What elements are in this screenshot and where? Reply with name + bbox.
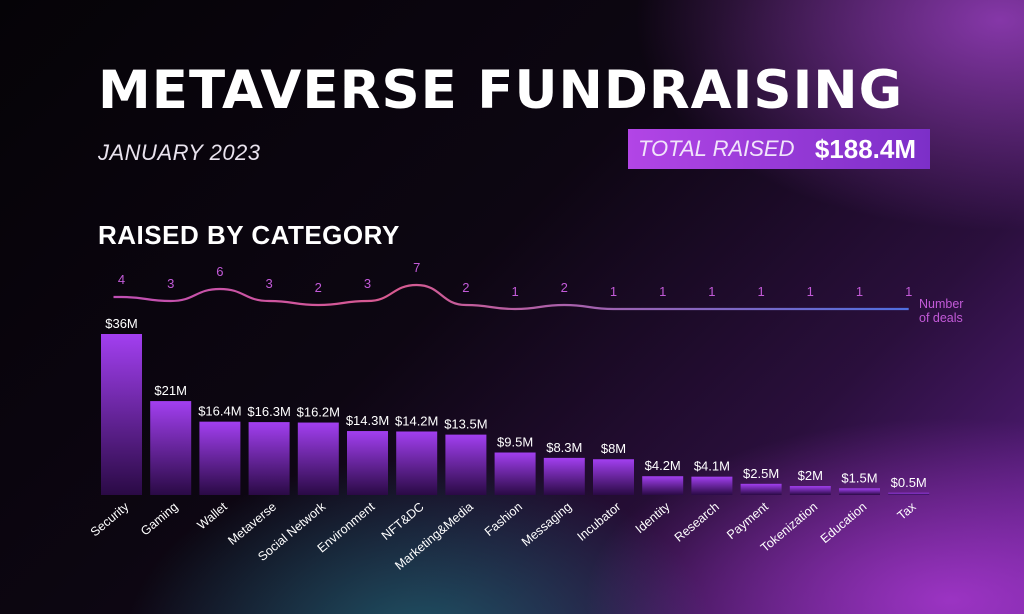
bar-0 [101,334,142,495]
category-label: Incubator [574,500,623,544]
deal-count-label: 1 [659,284,666,299]
category-label: Security [88,499,132,539]
bar-value-label: $2.5M [743,466,779,481]
bar-value-label: $1.5M [841,470,877,485]
deals-line [113,283,909,311]
category-label: NFT&DC [379,500,427,543]
bar-value-label: $14.3M [346,413,389,428]
bar-value-label: $13.5M [444,417,487,432]
bar-16 [888,492,930,495]
deal-count-label: 2 [561,280,568,295]
bar-12 [691,476,733,495]
category-label: Education [818,500,870,546]
deal-count-label: 1 [708,284,715,299]
bar-value-label: $14.2M [395,413,438,428]
bar-4 [297,422,339,495]
bar-value-label: $9.5M [497,435,533,450]
bar-9 [543,457,585,495]
bar-value-label: $16.2M [297,405,340,420]
bar-10 [593,459,634,495]
deal-count-label: 2 [315,280,322,295]
bar-value-label: $2M [798,468,823,483]
deal-count-label: 1 [610,284,617,299]
deal-count-label: 1 [856,284,863,299]
deal-count-label: 1 [807,284,814,299]
bar-13 [740,483,782,495]
category-label: Gaming [138,500,181,539]
deal-count-label: 4 [118,272,125,287]
deal-count-label: 1 [905,284,912,299]
category-label: Research [672,500,722,545]
total-raised-value: $188.4M [814,133,916,164]
bar-5 [347,431,388,495]
deal-count-label: 3 [265,276,272,291]
bar-7 [445,434,487,495]
category-label: Payment [724,499,771,542]
total-raised-label: TOTAL RAISED [638,136,795,161]
deals-legend-label: of deals [919,311,963,325]
bar-2 [199,421,241,495]
bar-6 [396,431,438,495]
bar-value-label: $0.5M [891,475,927,490]
total-raised-badge: TOTAL RAISED $188.4M [628,129,930,169]
deal-count-label: 3 [167,276,174,291]
date-subtitle: JANUARY 2023 [98,140,261,165]
category-label: Fashion [482,500,525,539]
deal-count-label: 2 [462,280,469,295]
deal-count-label: 7 [413,260,420,275]
deals-legend-label: Number [919,297,963,311]
bar-value-label: $4.1M [694,459,730,474]
deal-count-label: 1 [511,284,518,299]
bar-value-label: $8.3M [546,440,582,455]
page-title: METAVERSE FUNDRAISING [98,60,904,121]
section-title: RAISED BY CATEGORY [98,220,400,250]
category-label: Messaging [519,500,574,550]
bar-3 [248,422,290,495]
bar-value-label: $16.3M [247,404,290,419]
bar-14 [789,486,831,495]
category-label: Wallet [195,499,231,532]
category-label: Tax [895,499,919,523]
bar-value-label: $36M [105,316,138,331]
bar-value-label: $16.4M [198,404,241,419]
bar-8 [494,452,536,495]
bar-15 [839,488,880,495]
deal-count-label: 6 [216,264,223,279]
bar-11 [642,476,684,495]
bar-value-label: $4.2M [645,458,681,473]
deal-count-label: 1 [757,284,764,299]
deal-count-label: 3 [364,276,371,291]
bar-1 [150,401,192,495]
bar-value-label: $21M [154,383,187,398]
bar-value-label: $8M [601,441,626,456]
category-label: Identity [633,499,673,536]
